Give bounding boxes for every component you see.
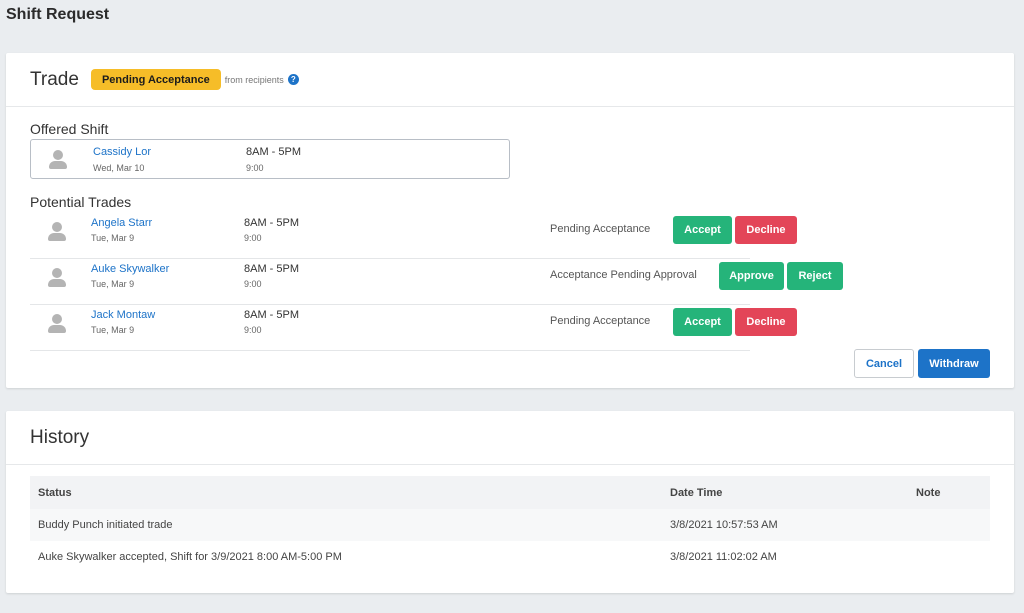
history-header: History: [6, 411, 1014, 465]
trade-shift-hours: 9:00: [244, 279, 262, 289]
page-title: Shift Request: [6, 6, 110, 23]
offered-person-date: Wed, Mar 10: [93, 163, 145, 173]
history-table: Status Date Time Note Buddy Punch initia…: [30, 476, 990, 573]
trade-shift-time: 8AM - 5PM: [244, 263, 300, 275]
potential-trades-label: Potential Trades: [30, 194, 132, 210]
offered-shift-hours: 9:00: [246, 163, 264, 173]
decline-button[interactable]: Decline: [735, 308, 797, 336]
avatar-icon: [48, 314, 66, 334]
offered-shift-time: 8AM - 5PM: [246, 146, 302, 158]
reject-button[interactable]: Reject: [787, 262, 843, 290]
history-title: History: [30, 426, 90, 448]
trade-row: Auke Skywalker Tue, Mar 9 8AM - 5PM 9:00…: [30, 259, 843, 305]
trade-shift-time: 8AM - 5PM: [244, 217, 300, 229]
avatar-icon: [48, 268, 66, 288]
trade-status: Pending Acceptance: [550, 315, 651, 327]
trade-row: Angela Starr Tue, Mar 9 8AM - 5PM 9:00 P…: [30, 213, 797, 259]
history-datetime: 3/8/2021 10:57:53 AM: [670, 519, 778, 531]
table-row: Auke Skywalker accepted, Shift for 3/9/2…: [30, 541, 990, 573]
trade-person-link[interactable]: Angela Starr: [91, 217, 153, 229]
trade-person-link[interactable]: Jack Montaw: [91, 309, 156, 321]
trade-shift-time: 8AM - 5PM: [244, 309, 300, 321]
approve-button[interactable]: Approve: [719, 262, 784, 290]
history-status: Auke Skywalker accepted, Shift for 3/9/2…: [38, 551, 342, 563]
offered-shift-box: Cassidy Lor Wed, Mar 10 8AM - 5PM 9:00: [30, 139, 510, 179]
trade-header: Trade Pending Acceptance from recipients…: [6, 53, 1014, 107]
offered-person-link[interactable]: Cassidy Lor: [93, 146, 152, 158]
status-badge: Pending Acceptance: [90, 69, 221, 90]
column-header-status: Status: [38, 486, 72, 499]
history-card: History Status Date Time Note Buddy Punc…: [6, 411, 1014, 593]
trade-person-link[interactable]: Auke Skywalker: [91, 263, 170, 275]
trade-row: Jack Montaw Tue, Mar 9 8AM - 5PM 9:00 Pe…: [30, 305, 797, 351]
trade-person-date: Tue, Mar 9: [91, 279, 135, 289]
trade-title: Trade: [30, 68, 79, 90]
badge-note: from recipients: [224, 74, 284, 85]
avatar-icon: [49, 150, 67, 170]
withdraw-button[interactable]: Withdraw: [918, 349, 990, 378]
cancel-button[interactable]: Cancel: [854, 349, 914, 378]
accept-button[interactable]: Accept: [673, 308, 732, 336]
decline-button[interactable]: Decline: [735, 216, 797, 244]
offered-shift-label: Offered Shift: [30, 121, 109, 137]
column-header-datetime: Date Time: [670, 486, 723, 499]
history-datetime: 3/8/2021 11:02:02 AM: [670, 551, 777, 563]
avatar-icon: [48, 222, 66, 242]
history-status: Buddy Punch initiated trade: [38, 519, 173, 531]
trade-card: Trade Pending Acceptance from recipients…: [6, 53, 1014, 388]
help-icon[interactable]: ?: [287, 74, 299, 85]
accept-button[interactable]: Accept: [673, 216, 732, 244]
trade-shift-hours: 9:00: [244, 325, 262, 335]
trade-person-date: Tue, Mar 9: [91, 325, 135, 335]
trade-status: Acceptance Pending Approval: [550, 269, 697, 281]
table-row: Buddy Punch initiated trade 3/8/2021 10:…: [30, 509, 990, 541]
column-header-note: Note: [916, 486, 941, 499]
table-header: Status Date Time Note: [30, 476, 990, 509]
trade-shift-hours: 9:00: [244, 233, 262, 243]
trade-person-date: Tue, Mar 9: [91, 233, 135, 243]
trade-status: Pending Acceptance: [550, 223, 651, 235]
